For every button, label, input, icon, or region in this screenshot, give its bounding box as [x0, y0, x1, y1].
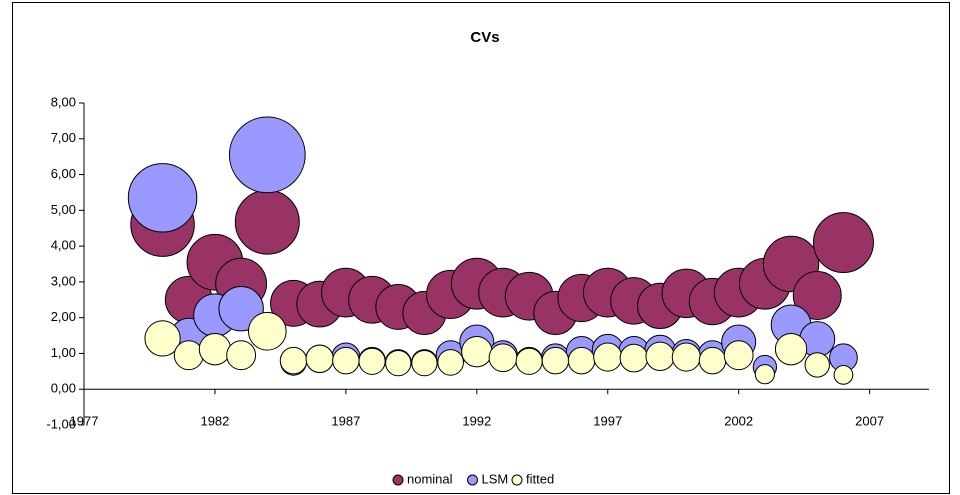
x-tick-label: 2007	[855, 413, 884, 428]
legend-marker	[467, 474, 478, 486]
bubble	[198, 332, 232, 366]
bubble	[144, 320, 181, 357]
y-tick-label: 4,00	[51, 238, 76, 253]
bubble	[698, 346, 727, 375]
bubble	[385, 349, 412, 377]
x-tick-label: 1992	[462, 413, 491, 428]
bubble	[226, 340, 257, 371]
legend-marker	[511, 474, 523, 486]
bubble	[461, 335, 493, 368]
bubble	[723, 340, 754, 371]
legend-label: fitted	[526, 471, 554, 486]
bubble	[619, 343, 649, 373]
bubble	[792, 271, 842, 320]
y-tick-label: 8,00	[51, 94, 76, 109]
y-tick-label: 7,00	[51, 130, 76, 145]
bubble	[279, 346, 308, 375]
bubble	[488, 343, 518, 373]
bubble	[234, 189, 300, 255]
y-tick-label: 0,00	[51, 381, 76, 396]
legend-label: LSM	[482, 471, 509, 486]
x-tick-label: 1997	[593, 413, 622, 428]
x-tick-label: 1987	[331, 413, 360, 428]
x-tick-label: 1977	[70, 413, 99, 428]
y-tick-label: -1,00	[46, 416, 76, 431]
bubble	[437, 349, 464, 376]
x-tick-label: 1982	[200, 413, 229, 428]
bubble	[645, 341, 675, 372]
bubble	[593, 342, 623, 372]
bubble	[247, 311, 287, 351]
y-tick-label: 5,00	[51, 202, 76, 217]
y-tick-label: 1,00	[51, 345, 76, 360]
bubble	[515, 347, 543, 375]
bubble	[567, 346, 596, 375]
bubble	[754, 364, 775, 385]
bubble	[671, 342, 701, 372]
bubble	[411, 349, 438, 377]
bubble	[774, 332, 808, 366]
bubble	[833, 365, 854, 385]
bubble	[812, 212, 874, 274]
y-tick-label: 3,00	[51, 273, 76, 288]
legend-label: nominal	[407, 471, 453, 486]
bubble	[305, 344, 334, 373]
legend-marker	[392, 474, 404, 486]
bubble	[332, 346, 360, 375]
y-tick-label: 2,00	[51, 309, 76, 324]
bubble	[127, 163, 198, 233]
bubble	[541, 346, 570, 375]
x-tick-label: 2002	[724, 413, 753, 428]
chart-title: CVs	[470, 29, 499, 46]
bubble	[173, 340, 204, 371]
y-tick-label: 6,00	[51, 166, 76, 181]
bubble	[804, 352, 830, 378]
bubble	[358, 347, 386, 375]
bubble	[228, 116, 306, 194]
